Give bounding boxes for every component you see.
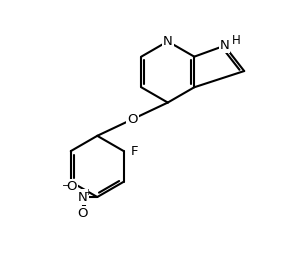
Text: −: − (62, 181, 70, 191)
Text: N: N (78, 191, 87, 204)
Text: O: O (127, 113, 138, 126)
Text: N: N (163, 35, 173, 48)
Text: +: + (84, 188, 91, 197)
Text: O: O (66, 180, 77, 193)
Text: O: O (78, 207, 88, 220)
Text: F: F (131, 145, 138, 158)
Text: N: N (219, 39, 229, 52)
Text: H: H (232, 34, 241, 47)
